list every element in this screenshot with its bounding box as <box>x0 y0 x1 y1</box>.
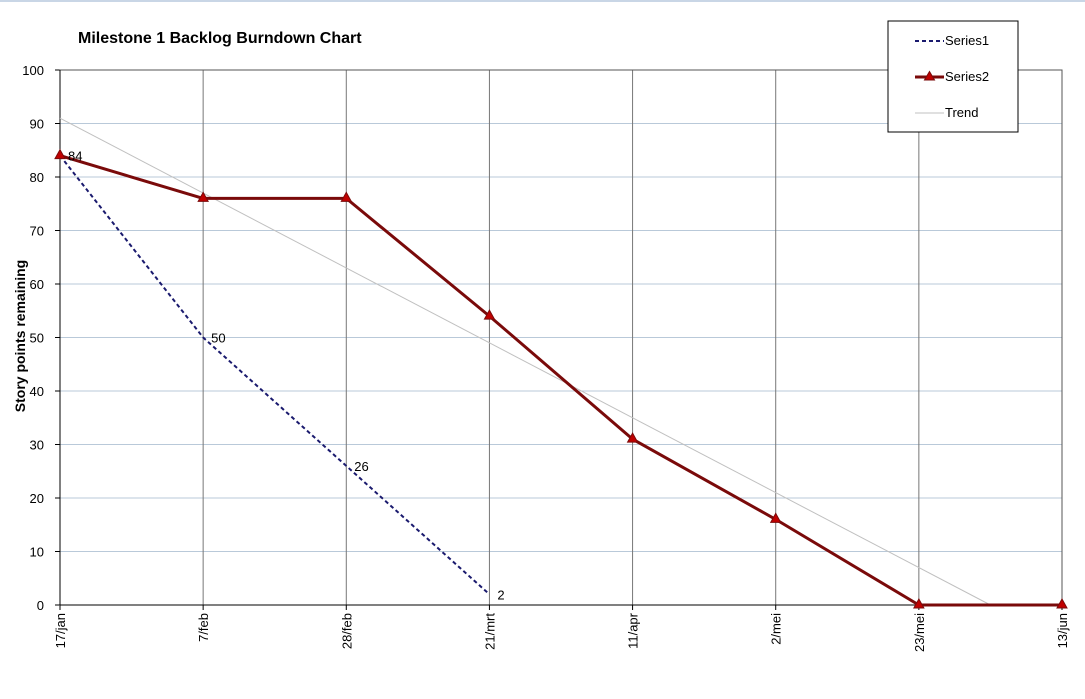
series2-point <box>1056 597 1068 609</box>
y-tick-label: 70 <box>30 224 44 239</box>
y-tick-label: 20 <box>30 491 44 506</box>
x-tick-label: 11/apr <box>626 612 641 649</box>
legend-series2-marker <box>923 70 936 81</box>
x-tick-label: 13/jun <box>1055 613 1070 648</box>
series2-point <box>54 148 66 160</box>
legend-box <box>887 20 1019 133</box>
legend-series1-label: Series1 <box>945 33 989 48</box>
y-tick-label: 100 <box>22 63 44 78</box>
y-tick-label: 40 <box>30 384 44 399</box>
y-tick-label: 10 <box>30 545 44 560</box>
legend-trend-label: Trend <box>945 105 978 120</box>
x-tick-label: 28/feb <box>339 613 354 649</box>
y-tick-label: 0 <box>37 598 44 613</box>
grid-layer <box>55 69 1063 610</box>
series2-point <box>197 191 209 202</box>
window-top-border <box>0 0 1085 2</box>
y-tick-label: 60 <box>30 277 44 292</box>
label-layer: 0 10 20 30 40 50 60 70 80 90 100 17/jan 7/feb 28/feb 2… <box>22 63 1070 652</box>
series-layer <box>54 117 1068 609</box>
series1-data-label: 26 <box>354 459 368 474</box>
series1-line <box>59 154 491 596</box>
x-tick-label: 23/mei <box>912 613 927 652</box>
series2-line <box>59 154 1062 607</box>
y-tick-label: 30 <box>30 438 44 453</box>
y-tick-label: 80 <box>30 170 44 185</box>
legend-series2-label: Series2 <box>945 69 989 84</box>
x-tick-label: 2/mei <box>769 613 784 645</box>
series1-data-label: 50 <box>211 331 225 346</box>
series2-point <box>913 597 925 609</box>
series2-point <box>769 512 782 523</box>
legend: Series1 Series2 Trend <box>887 20 1019 133</box>
series1-data-label: 84 <box>68 149 82 164</box>
x-tick-label: 21/mrt <box>482 613 497 650</box>
y-tick-label: 50 <box>30 331 44 346</box>
x-tick-label: 7/feb <box>196 613 211 642</box>
series2-point <box>483 309 496 320</box>
x-tick-label: 17/jan <box>53 613 68 648</box>
series2-point <box>626 432 639 443</box>
y-axis-label: Story points remaining <box>12 260 28 412</box>
trend-line <box>59 117 991 606</box>
series1-data-label: 2 <box>497 587 504 602</box>
chart-title: Milestone 1 Backlog Burndown Chart <box>78 30 362 47</box>
series2-point <box>340 191 353 202</box>
y-tick-label: 90 <box>30 117 44 132</box>
